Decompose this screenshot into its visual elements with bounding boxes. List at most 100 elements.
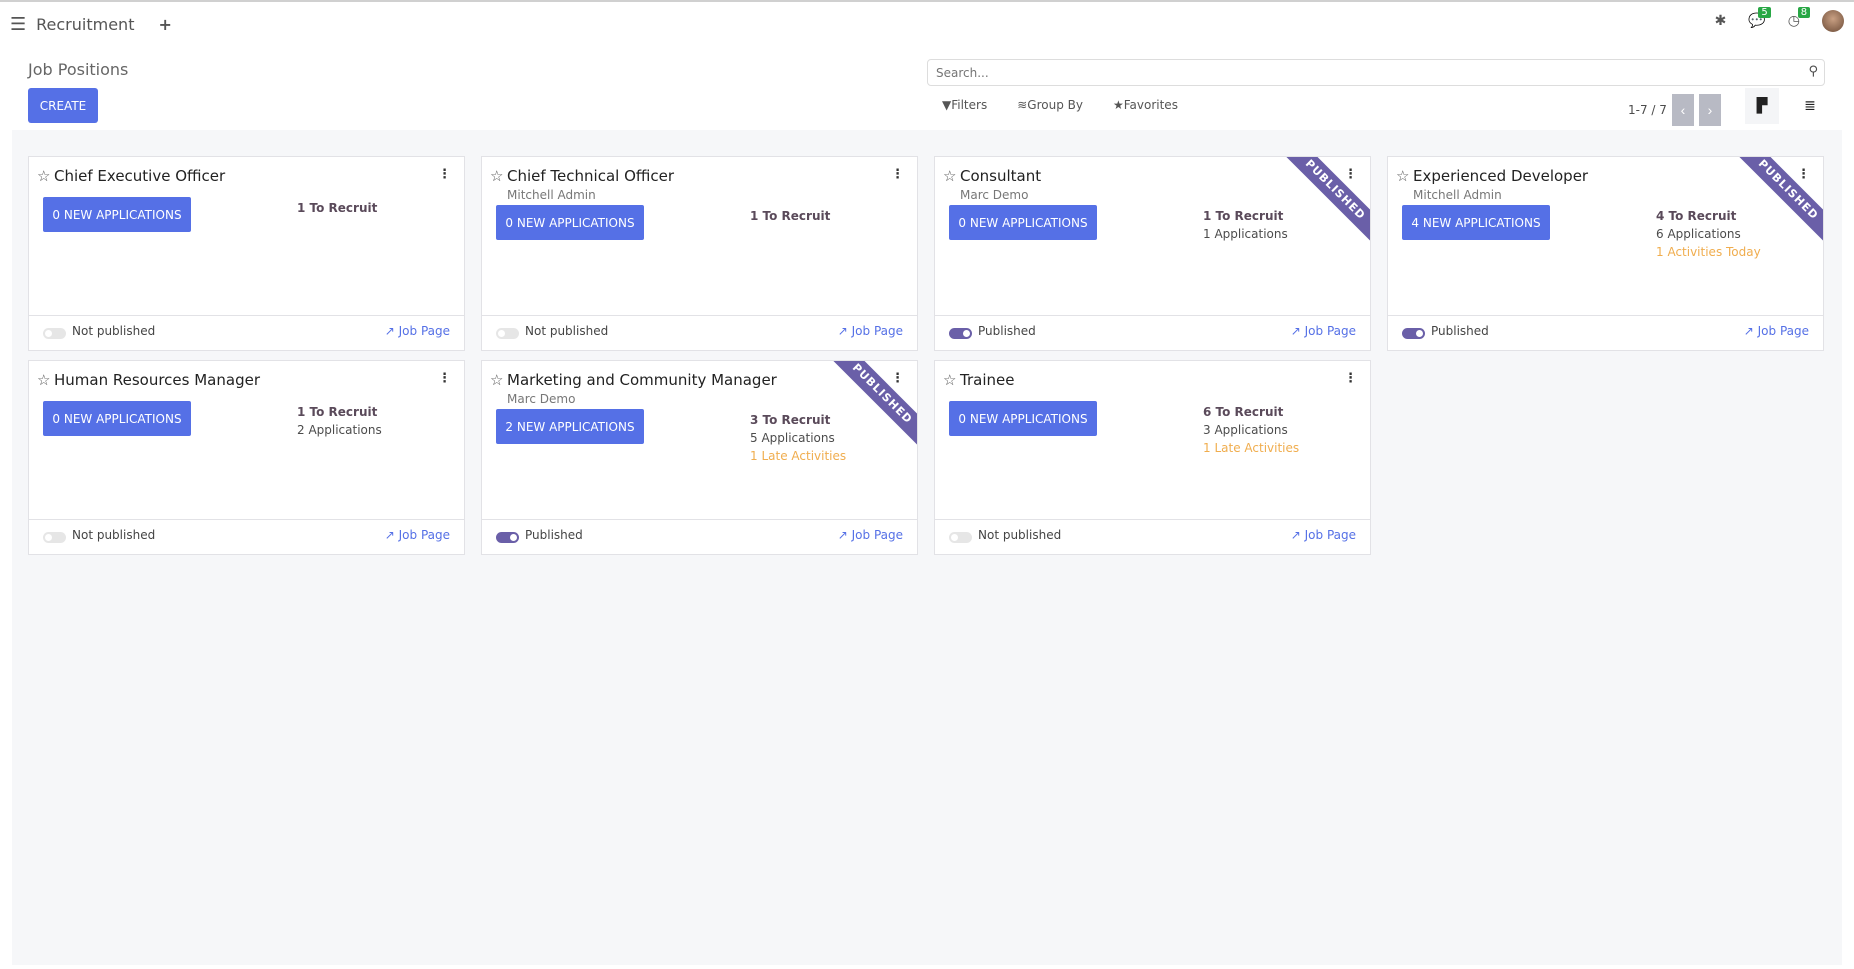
to-recruit[interactable]: 1 To Recruit	[1203, 209, 1284, 223]
job-card[interactable]: PUBLISHED ☆ Consultant Marc Demo ⋮ 0 NEW…	[934, 156, 1371, 351]
applications-count[interactable]: 3 Applications	[1203, 423, 1288, 437]
applications-count[interactable]: 6 Applications	[1656, 227, 1741, 241]
activities-link[interactable]: 1 Activities Today	[1656, 245, 1761, 259]
hamburger-icon[interactable]: ☰	[10, 13, 27, 35]
publish-status: Not published	[525, 324, 609, 338]
favorite-star-icon[interactable]: ☆	[943, 371, 957, 389]
bug-icon[interactable]: ✱	[1714, 13, 1727, 29]
search-box[interactable]: ⚲	[927, 59, 1825, 86]
job-page-link[interactable]: ↗ Job Page	[385, 528, 450, 542]
clock-icon[interactable]: ◷ 8	[1788, 7, 1811, 29]
publish-toggle[interactable]	[1402, 328, 1425, 339]
job-title[interactable]: Trainee	[960, 371, 1015, 389]
job-page-label: Job Page	[1304, 324, 1356, 338]
applications-count[interactable]: 2 Applications	[297, 423, 382, 437]
filter-icon: ▼	[942, 98, 952, 112]
search-icon[interactable]: ⚲	[1808, 64, 1818, 79]
publish-status: Published	[1431, 324, 1489, 338]
star-icon: ★	[1112, 98, 1124, 112]
kebab-menu-icon[interactable]: ⋮	[438, 167, 451, 182]
activities-link[interactable]: 1 Late Activities	[1203, 441, 1300, 455]
job-title[interactable]: Marketing and Community Manager	[507, 371, 777, 389]
to-recruit[interactable]: 4 To Recruit	[1656, 209, 1737, 223]
activities-link[interactable]: 1 Late Activities	[750, 449, 847, 463]
favorite-star-icon[interactable]: ☆	[490, 371, 504, 389]
job-title[interactable]: Chief Technical Officer	[507, 167, 675, 185]
job-page-link[interactable]: ↗ Job Page	[838, 324, 903, 338]
job-card[interactable]: PUBLISHED ☆ Experienced Developer Mitche…	[1387, 156, 1824, 351]
applications-count[interactable]: 1 Applications	[1203, 227, 1288, 241]
kebab-menu-icon[interactable]: ⋮	[1797, 167, 1810, 182]
new-applications-button[interactable]: 0 NEW APPLICATIONS	[949, 401, 1097, 436]
publish-status: Not published	[978, 528, 1062, 542]
job-card[interactable]: ☆ Human Resources Manager ⋮ 0 NEW APPLIC…	[28, 360, 465, 555]
to-recruit[interactable]: 3 To Recruit	[750, 413, 831, 427]
favorite-star-icon[interactable]: ☆	[37, 167, 51, 185]
favorite-star-icon[interactable]: ☆	[490, 167, 504, 185]
job-title[interactable]: Chief Executive Officer	[54, 167, 226, 185]
list-view-button[interactable]: ≣	[1804, 98, 1816, 114]
filters-button[interactable]: ▼Filters	[942, 98, 987, 112]
kanban-view-button[interactable]: ▛	[1745, 88, 1779, 124]
publish-toggle[interactable]	[43, 328, 66, 339]
new-applications-button[interactable]: 0 NEW APPLICATIONS	[496, 205, 644, 240]
external-link-icon: ↗	[1290, 324, 1305, 338]
publish-toggle[interactable]	[949, 328, 972, 339]
external-link-icon: ↗	[837, 324, 852, 338]
job-title[interactable]: Human Resources Manager	[54, 371, 260, 389]
job-responsible: Marc Demo	[507, 392, 576, 406]
kebab-menu-icon[interactable]: ⋮	[891, 371, 904, 386]
search-input[interactable]	[928, 60, 1788, 85]
external-link-icon: ↗	[1743, 324, 1758, 338]
messages-badge: 5	[1758, 7, 1771, 18]
to-recruit[interactable]: 6 To Recruit	[1203, 405, 1284, 419]
create-button[interactable]: CREATE	[28, 88, 98, 123]
applications-count[interactable]: 5 Applications	[750, 431, 835, 445]
pager-previous-button[interactable]: ‹	[1671, 94, 1694, 126]
job-card[interactable]: PUBLISHED ☆ Marketing and Community Mana…	[481, 360, 918, 555]
job-page-link[interactable]: ↗ Job Page	[1291, 528, 1356, 542]
new-applications-button[interactable]: 4 NEW APPLICATIONS	[1402, 205, 1550, 240]
layers-icon: ≋	[1017, 98, 1028, 112]
avatar[interactable]	[1822, 10, 1844, 32]
job-title[interactable]: Consultant	[960, 167, 1042, 185]
external-link-icon: ↗	[837, 528, 852, 542]
job-page-link[interactable]: ↗ Job Page	[1744, 324, 1809, 338]
favorite-star-icon[interactable]: ☆	[1396, 167, 1410, 185]
job-page-label: Job Page	[851, 324, 903, 338]
to-recruit[interactable]: 1 To Recruit	[750, 209, 831, 223]
publish-toggle[interactable]	[496, 328, 519, 339]
job-page-link[interactable]: ↗ Job Page	[838, 528, 903, 542]
favorite-star-icon[interactable]: ☆	[943, 167, 957, 185]
favorites-button[interactable]: ★Favorites	[1113, 98, 1178, 112]
activities-badge: 8	[1797, 7, 1811, 18]
job-card[interactable]: ☆ Trainee ⋮ 0 NEW APPLICATIONS 6 To Recr…	[934, 360, 1371, 555]
new-applications-button[interactable]: 2 NEW APPLICATIONS	[496, 409, 644, 444]
plus-icon[interactable]: +	[158, 14, 172, 34]
publish-toggle[interactable]	[43, 532, 66, 543]
favorite-star-icon[interactable]: ☆	[37, 371, 51, 389]
kebab-menu-icon[interactable]: ⋮	[1344, 167, 1357, 182]
new-applications-button[interactable]: 0 NEW APPLICATIONS	[43, 401, 191, 436]
pager-value[interactable]: 1-7 / 7	[1628, 103, 1667, 117]
publish-toggle[interactable]	[496, 532, 519, 543]
kebab-menu-icon[interactable]: ⋮	[1344, 371, 1357, 386]
card-footer: Published ↗ Job Page	[482, 519, 917, 554]
pager-next-button[interactable]: ›	[1698, 94, 1721, 126]
publish-toggle[interactable]	[949, 532, 972, 543]
group-by-label: Group By	[1027, 98, 1083, 112]
kebab-menu-icon[interactable]: ⋮	[891, 167, 904, 182]
job-page-link[interactable]: ↗ Job Page	[385, 324, 450, 338]
messages-icon[interactable]: 💬 5	[1748, 7, 1771, 29]
job-page-link[interactable]: ↗ Job Page	[1291, 324, 1356, 338]
new-applications-button[interactable]: 0 NEW APPLICATIONS	[949, 205, 1097, 240]
new-applications-button[interactable]: 0 NEW APPLICATIONS	[43, 197, 191, 232]
job-card[interactable]: ☆ Chief Executive Officer ⋮ 0 NEW APPLIC…	[28, 156, 465, 351]
card-footer: Not published ↗ Job Page	[29, 315, 464, 350]
job-card[interactable]: ☆ Chief Technical Officer Mitchell Admin…	[481, 156, 918, 351]
to-recruit[interactable]: 1 To Recruit	[297, 201, 378, 215]
group-by-button[interactable]: ≋Group By	[1017, 98, 1083, 112]
job-title[interactable]: Experienced Developer	[1413, 167, 1589, 185]
kebab-menu-icon[interactable]: ⋮	[438, 371, 451, 386]
to-recruit[interactable]: 1 To Recruit	[297, 405, 378, 419]
